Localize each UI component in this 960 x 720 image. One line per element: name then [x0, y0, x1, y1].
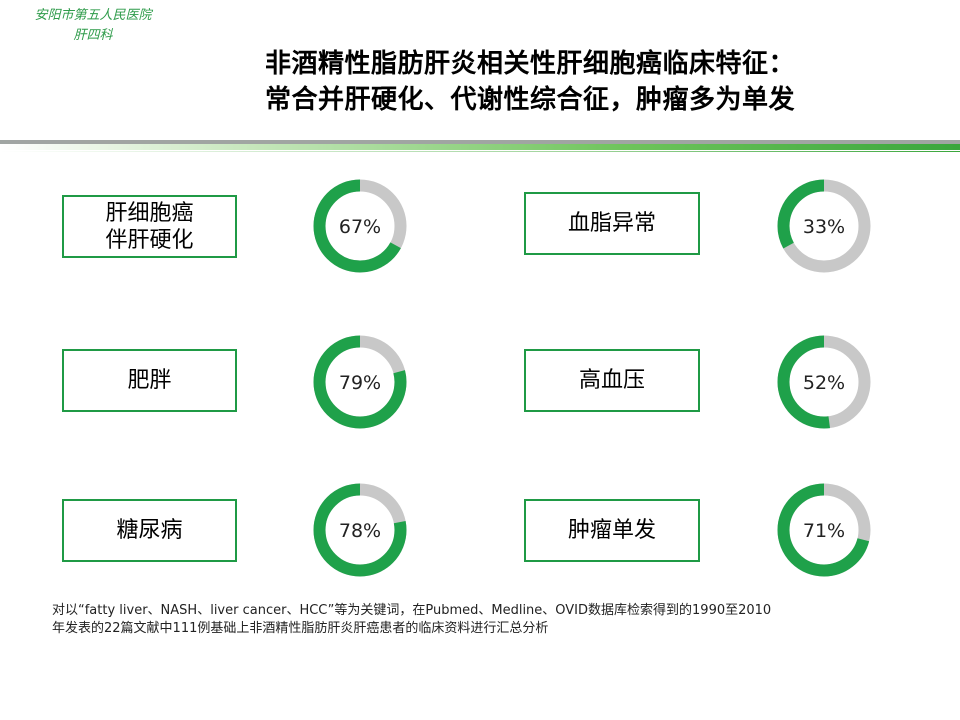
donut-value-label: 78%: [339, 520, 381, 542]
donut-svg: 78%: [313, 483, 407, 577]
footnote: 对以“fatty liver、NASH、liver cancer、HCC”等为关…: [52, 602, 932, 638]
label-box: 肥胖: [62, 349, 237, 412]
label-box: 肝细胞癌 伴肝硬化: [62, 195, 237, 258]
label-text: 肿瘤单发: [568, 517, 656, 544]
donut-value-arc: [313, 179, 407, 273]
label-box: 糖尿病: [62, 499, 237, 562]
donut-chart: 79%: [312, 334, 408, 430]
donut-value-label: 33%: [803, 216, 845, 238]
donut-svg: 67%: [313, 179, 407, 273]
donut-svg: 79%: [313, 335, 407, 429]
label-text: 高血压: [579, 367, 645, 394]
donut-value-arc: [777, 335, 871, 429]
slide-title-line1: 非酒精性脂肪肝炎相关性肝细胞癌临床特征：: [264, 49, 795, 79]
donut-value-label: 67%: [339, 216, 381, 238]
donut-chart: 52%: [776, 334, 872, 430]
label-line: 糖尿病: [116, 518, 183, 543]
header-divider-line: [0, 151, 960, 152]
label-line: 高血压: [578, 368, 645, 393]
slide-title-line2: 常合并肝硬化、代谢性综合征，肿瘤多为单发: [264, 85, 795, 115]
donut-chart: 71%: [776, 482, 872, 578]
label-line: 肝细胞癌: [105, 200, 194, 226]
donut-value-arc: [313, 335, 407, 429]
slide-title: 非酒精性脂肪肝炎相关性肝细胞癌临床特征： 常合并肝硬化、代谢性综合征，肿瘤多为单…: [150, 46, 910, 118]
donut-value-label: 79%: [339, 372, 381, 394]
label-line: 肥胖: [127, 368, 172, 393]
label-text: 糖尿病: [116, 517, 182, 544]
label-box: 肿瘤单发: [524, 499, 700, 562]
donut-svg: 33%: [777, 179, 871, 273]
label-line: 伴肝硬化: [105, 227, 194, 253]
header-divider-gray: [0, 140, 960, 144]
label-text: 肝细胞癌 伴肝硬化: [105, 200, 193, 254]
hospital-name: 安阳市第五人民医院 肝四科: [8, 6, 178, 46]
footnote-line2: 年发表的22篇文献中111例基础上非酒精性脂肪肝炎肝癌患者的临床资料进行汇总分析: [52, 621, 549, 636]
donut-value-arc: [777, 179, 871, 273]
donut-chart: 78%: [312, 482, 408, 578]
label-line: 肿瘤单发: [567, 518, 656, 543]
label-line: 血脂异常: [567, 211, 656, 236]
label-text: 血脂异常: [568, 210, 656, 237]
donut-chart: 67%: [312, 178, 408, 274]
donut-value-arc: [777, 483, 871, 577]
hospital-name-line1: 安阳市第五人民医院: [34, 8, 152, 23]
footnote-line1: 对以“fatty liver、NASH、liver cancer、HCC”等为关…: [52, 603, 772, 618]
hospital-dept-line2: 肝四科: [73, 28, 113, 43]
donut-value-arc: [313, 483, 407, 577]
donut-chart: 33%: [776, 178, 872, 274]
donut-svg: 71%: [777, 483, 871, 577]
label-box: 血脂异常: [524, 192, 700, 255]
label-text: 肥胖: [127, 367, 171, 394]
label-box: 高血压: [524, 349, 700, 412]
donut-svg: 52%: [777, 335, 871, 429]
header-divider-green: [0, 144, 960, 150]
donut-value-label: 71%: [803, 520, 845, 542]
donut-value-label: 52%: [803, 372, 845, 394]
